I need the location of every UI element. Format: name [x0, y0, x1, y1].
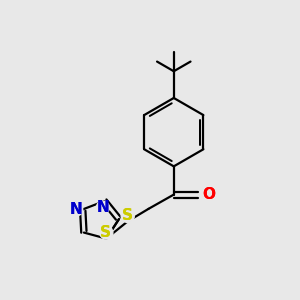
Text: S: S — [122, 208, 133, 224]
Text: N: N — [70, 202, 83, 217]
Circle shape — [200, 188, 213, 201]
Circle shape — [121, 209, 134, 223]
Text: O: O — [202, 187, 215, 202]
Text: S: S — [100, 225, 111, 240]
Text: N: N — [97, 200, 109, 215]
Circle shape — [96, 201, 110, 214]
Text: N: N — [97, 200, 109, 215]
Text: S: S — [100, 225, 111, 240]
Circle shape — [100, 226, 113, 239]
Text: N: N — [70, 202, 83, 217]
Text: S: S — [122, 208, 133, 224]
Circle shape — [70, 203, 83, 216]
Text: O: O — [202, 187, 215, 202]
